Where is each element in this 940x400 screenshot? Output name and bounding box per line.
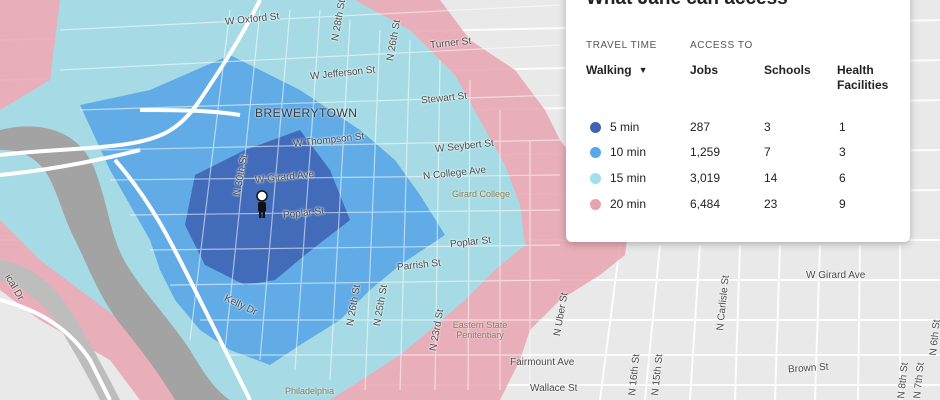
row-health: 3 xyxy=(839,145,846,159)
girard-college-label: Girard College xyxy=(452,189,511,199)
row-schools: 7 xyxy=(764,145,771,159)
legend-row[interactable]: 10 min 1,259 7 3 xyxy=(566,143,910,167)
legend-row[interactable]: 5 min 287 3 1 xyxy=(566,118,910,142)
street-label-girard-east: W Girard Ave xyxy=(806,270,866,281)
row-health: 6 xyxy=(839,171,846,185)
row-time: 15 min xyxy=(610,171,647,185)
travel-mode-dropdown[interactable]: Walking ▼ xyxy=(586,61,656,79)
eastern-state-label: Eastern State Penitentiary xyxy=(452,320,508,340)
river-bank xyxy=(0,260,120,400)
legend-swatch xyxy=(590,199,601,210)
schools-header: Schools xyxy=(764,63,811,77)
neighborhood-label: BREWERYTOWN xyxy=(255,106,358,120)
legend-swatch xyxy=(590,147,601,158)
street-label-wallace: Wallace St xyxy=(530,383,578,394)
jobs-header: Jobs xyxy=(690,63,719,77)
legend-swatch xyxy=(590,122,601,133)
travel-mode-value: Walking xyxy=(586,63,632,77)
row-time: 5 min xyxy=(610,120,640,134)
legend-row[interactable]: 15 min 3,019 14 6 xyxy=(566,169,910,193)
row-time: 10 min xyxy=(610,145,647,159)
row-schools: 3 xyxy=(764,120,771,134)
row-schools: 23 xyxy=(764,197,778,211)
access-to-header: ACCESS TO xyxy=(690,40,753,51)
row-jobs: 287 xyxy=(690,120,711,134)
row-jobs: 1,259 xyxy=(690,145,721,159)
row-time: 20 min xyxy=(610,197,647,211)
access-panel: What Jane can access TRAVEL TIME ACCESS … xyxy=(566,0,910,242)
highways xyxy=(0,0,262,400)
legend-row[interactable]: 20 min 6,484 23 9 xyxy=(566,195,910,219)
row-health: 9 xyxy=(839,197,846,211)
row-jobs: 3,019 xyxy=(690,171,721,185)
health-facilities-header: Health Facilities xyxy=(837,63,889,92)
philadelphia-label: Philadelphia xyxy=(285,386,335,396)
row-jobs: 6,484 xyxy=(690,197,721,211)
street-label-fairmount: Fairmount Ave xyxy=(510,357,575,368)
travel-time-header: TRAVEL TIME xyxy=(586,40,657,51)
person-marker[interactable] xyxy=(256,190,268,218)
street-grid-overlay xyxy=(59,4,561,391)
panel-title: What Jane can access xyxy=(586,0,788,10)
caret-down-icon: ▼ xyxy=(638,65,648,75)
row-health: 1 xyxy=(839,120,846,134)
legend-swatch xyxy=(590,173,601,184)
row-schools: 14 xyxy=(764,171,778,185)
schuylkill-river xyxy=(0,126,230,400)
